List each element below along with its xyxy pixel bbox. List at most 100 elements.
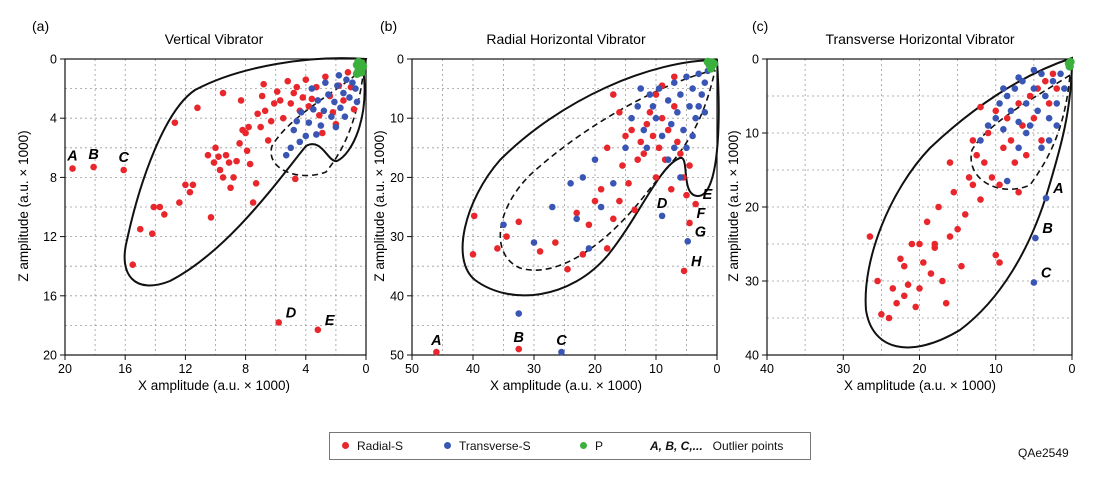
radial-s-point [935,203,942,211]
radial-s-point [996,181,1003,189]
radial-s-point [878,311,885,318]
radial-s-point [1049,70,1057,78]
radial-s-point [674,138,681,146]
transverse-s-point [1015,118,1022,126]
radial-s-point [237,97,245,104]
transverse-s-point [515,310,523,317]
transverse-s-point [558,348,565,356]
panel-label: (c) [752,18,768,34]
y-tick-label: 0 [752,53,759,67]
amplitude-envelopes [461,58,720,297]
envelope-solid-outline [461,58,720,297]
legend-p-label: P [595,439,604,453]
y-tick-label: 50 [390,349,404,363]
radial-s-point [291,175,299,183]
figure-code: QAe2549 [1018,446,1069,460]
radial-s-point [1011,159,1019,166]
radial-s-point [207,214,215,221]
x-tick-label: 8 [242,362,249,376]
outlier-label-d: D [657,196,668,212]
radial-s-point [129,261,137,269]
radial-s-point [640,150,648,158]
x-tick-label: 30 [527,362,541,376]
radial-s-point [969,181,977,189]
x-tick-label: 20 [58,362,72,376]
transverse-s-point [649,103,657,110]
transverse-s-point [671,79,678,86]
plot-frame [64,58,367,356]
transverse-s-point [628,114,635,122]
transverse-s-point [349,79,356,86]
radial-s-point [961,211,969,218]
radial-s-point [591,197,599,205]
radial-s-point [573,209,580,217]
p-point [1066,57,1075,67]
transverse-s-point [343,76,350,84]
transverse-s-point [1032,234,1039,242]
transverse-s-point [287,144,295,152]
x-tick-label: 16 [118,362,132,376]
y-tick-label: 16 [43,289,57,303]
radial-s-point [603,144,611,152]
transverse-s-point [500,221,507,229]
transverse-s-point [331,98,338,106]
radial-s-point [893,299,900,307]
radial-s-point [625,180,632,187]
transverse-s-point [1053,100,1061,107]
radial-s-point [916,285,923,292]
radial-s-point [279,114,287,122]
radial-s-point [874,277,881,285]
radial-s-point [230,174,237,181]
envelope-dashed-outline [499,69,716,271]
outlier-label-b: B [1042,221,1052,237]
radial-s-point [664,126,672,134]
chart-title: Radial Horizontal Vibrator [486,31,646,47]
radial-s-point [270,100,278,107]
transverse-s-point [1003,92,1011,100]
y-tick-label: 20 [390,171,404,185]
transverse-s-point [297,108,305,116]
radial-s-point [503,233,510,240]
legend-item-radial: Radial-S [342,439,403,453]
radial-s-point [260,80,267,88]
envelope-solid-outline [123,57,368,287]
transverse-s-point [579,174,587,181]
transverse-s-point [637,85,645,92]
transverse-s-point [1003,177,1011,185]
radial-s-point [219,174,227,181]
radial-s-point [916,240,923,248]
radial-s-point [261,107,269,115]
radial-s-point [1015,100,1022,107]
y-tick-label: 30 [390,230,404,244]
transverse-s-point [667,120,675,128]
transverse-s-point [305,119,313,126]
transverse-s-point [695,103,702,110]
y-tick-label: 10 [390,112,404,126]
transverse-s-point [591,156,599,163]
radial-s-point [216,166,224,174]
transverse-s-point [692,114,699,122]
transverse-s-point [313,131,320,138]
radial-s-point [222,151,230,159]
transverse-s-point [640,126,648,134]
outlier-label-c: C [556,333,567,349]
transverse-s-point [1015,74,1022,81]
radial-s-point [267,117,275,125]
transverse-s-point [683,73,690,81]
transverse-s-point [1030,279,1038,286]
radial-s-point [1007,137,1015,144]
p-dot-icon [580,442,587,449]
transverse-s-point [341,113,349,121]
radial-s-point [246,160,254,168]
radial-s-point [273,88,281,95]
radial-s-point [667,185,675,193]
x-tick-label: 4 [302,362,309,376]
radial-s-point [284,77,292,85]
transverse-s-point [585,245,593,252]
transverse-s-point [1045,114,1053,122]
radial-s-point [946,159,954,166]
radial-s-point [958,262,965,270]
outlier-label-g: G [695,224,706,240]
radial-s-point [885,314,893,322]
transverse-s-point [634,103,641,110]
